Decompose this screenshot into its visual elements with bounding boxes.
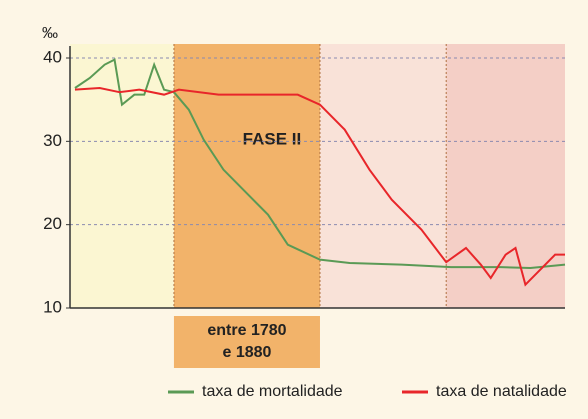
legend-label: taxa de natalidade	[436, 383, 567, 400]
phase-band	[173, 44, 320, 308]
annotation: e 1880	[222, 344, 271, 361]
phase-band	[446, 44, 565, 308]
phase-label: FASE II	[243, 129, 302, 148]
y-tick-label: 40	[43, 47, 62, 66]
legend-label: taxa de mortalidade	[202, 383, 343, 400]
series-line	[74, 86, 565, 287]
annotation: entre 1780	[207, 322, 286, 339]
y-axis-label: ‰	[42, 25, 58, 42]
phase-band	[70, 44, 174, 308]
y-tick-label: 10	[43, 297, 62, 316]
annotation-box	[173, 316, 320, 368]
phase-band	[319, 44, 447, 308]
series-line	[74, 58, 566, 270]
y-tick-label: 20	[43, 214, 62, 233]
y-tick-label: 30	[43, 131, 62, 150]
